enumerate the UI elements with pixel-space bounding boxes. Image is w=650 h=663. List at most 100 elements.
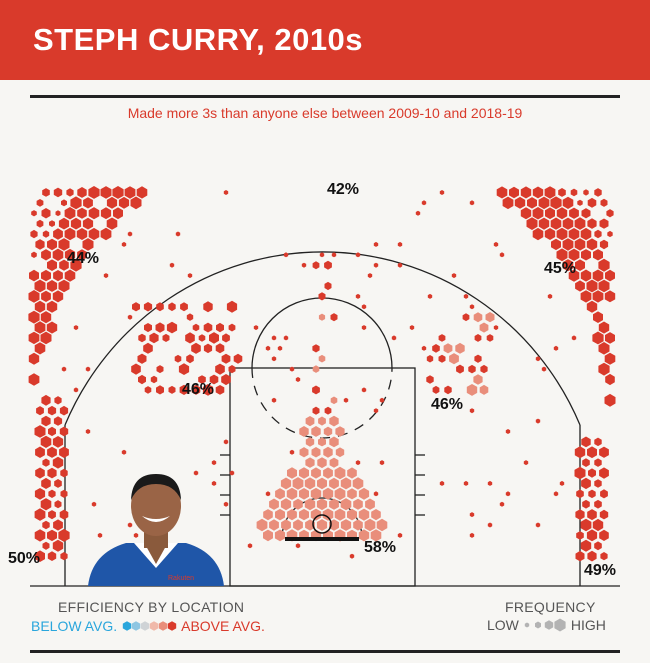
shot-hex — [149, 332, 159, 344]
shot-hex — [41, 208, 51, 219]
shot-hex — [35, 550, 45, 562]
shot-hex — [52, 456, 64, 469]
shot-hex — [30, 229, 38, 239]
shot-hex — [323, 426, 333, 437]
shot-hex — [391, 335, 397, 341]
shot-hex — [40, 435, 52, 448]
shot-hex — [581, 477, 591, 490]
shot-hex — [40, 498, 52, 511]
shot-hex — [580, 518, 592, 532]
shot-hex — [568, 248, 580, 261]
shot-hex — [46, 321, 58, 334]
shot-hex — [570, 188, 578, 197]
shot-hex — [587, 550, 597, 562]
shot-hex — [215, 363, 225, 375]
shot-hex — [46, 300, 58, 313]
shot-hex — [121, 449, 127, 455]
shot-hex — [373, 408, 379, 414]
shot-hex — [287, 467, 297, 479]
shot-hex — [162, 333, 170, 342]
shot-hex — [594, 188, 602, 197]
shot-hex — [329, 436, 339, 448]
shot-hex — [330, 396, 338, 405]
shot-hex — [485, 312, 495, 323]
paint-lane — [229, 367, 416, 587]
shot-hex — [466, 384, 478, 396]
shot-hex — [364, 518, 376, 532]
shot-hex — [349, 553, 355, 559]
shot-hex — [487, 480, 493, 486]
shot-hex — [58, 217, 70, 230]
shot-hex — [473, 312, 483, 323]
shot-hex — [42, 541, 50, 550]
shot-hex — [316, 519, 328, 531]
shot-hex — [479, 384, 489, 395]
shot-hex — [131, 363, 141, 375]
shot-hex — [49, 220, 55, 227]
shot-hex — [594, 479, 602, 488]
shot-hex — [36, 199, 44, 207]
shot-hex — [427, 293, 433, 299]
shot-hex — [449, 353, 459, 365]
shot-hex — [329, 498, 339, 510]
shot-hex — [263, 529, 273, 542]
shot-hex — [355, 460, 361, 466]
shot-hex — [474, 334, 482, 342]
shot-hex — [40, 331, 52, 345]
shot-hex — [34, 488, 46, 500]
shot-hex — [83, 197, 93, 209]
shot-hex — [582, 499, 590, 509]
shot-hex — [318, 313, 326, 321]
shot-hex — [143, 302, 153, 312]
shot-hex — [280, 477, 292, 490]
shot-hex — [520, 207, 532, 220]
page-title: STEPH CURRY, 2010s — [33, 22, 364, 57]
shot-hex — [228, 365, 236, 374]
shot-hex — [469, 408, 475, 414]
shot-hex — [577, 199, 583, 206]
shot-hex — [574, 466, 586, 480]
zone-label-restricted: 58% — [364, 539, 396, 556]
shot-hex — [305, 457, 315, 468]
shot-hex — [156, 385, 164, 395]
shot-hex — [365, 498, 375, 510]
shot-hex — [329, 415, 339, 427]
shot-hex — [88, 186, 100, 199]
shot-hex — [155, 322, 165, 333]
shot-hex — [499, 252, 505, 258]
shot-hex — [76, 228, 88, 240]
shot-hex — [132, 302, 140, 312]
shot-hex — [42, 458, 50, 467]
shot-hex — [599, 218, 609, 229]
frequency-scale-hexes — [524, 618, 566, 632]
shot-hex — [269, 519, 279, 531]
shot-hex — [292, 477, 304, 490]
efficiency-scale-hex — [131, 621, 141, 631]
shot-hex — [34, 321, 46, 334]
neck — [146, 546, 166, 564]
shot-hex — [36, 219, 44, 228]
shot-hex — [283, 252, 289, 258]
shot-hex — [169, 262, 175, 268]
shot-hex — [263, 509, 273, 521]
shot-hex — [599, 509, 609, 520]
shot-hex — [41, 477, 51, 489]
shot-hex — [599, 239, 609, 250]
shot-hex — [556, 207, 568, 220]
shot-hex — [304, 477, 316, 490]
shot-hex — [358, 487, 370, 500]
zone-label-left-mid: 46% — [182, 381, 214, 398]
shot-hex — [54, 500, 62, 509]
shot-hex — [562, 217, 574, 230]
shot-hex — [106, 217, 118, 230]
shot-hex — [593, 311, 603, 323]
shot-hex — [347, 467, 357, 479]
shot-hex — [277, 345, 283, 351]
zone-label-left-corner: 50% — [8, 550, 40, 567]
shot-hex — [592, 331, 604, 345]
shot-hex — [373, 262, 379, 268]
shot-hex — [52, 248, 64, 261]
shot-hex — [376, 518, 388, 532]
shot-hex — [221, 374, 231, 386]
shot-hex — [247, 543, 253, 549]
